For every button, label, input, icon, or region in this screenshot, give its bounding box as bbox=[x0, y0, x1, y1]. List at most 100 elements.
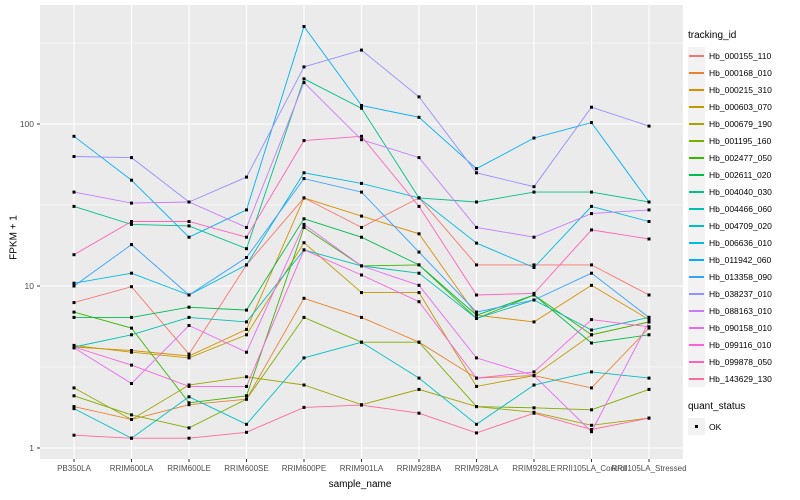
data-point bbox=[245, 350, 248, 354]
data-point bbox=[590, 190, 593, 194]
x-tick-label: RRIM600SE bbox=[224, 464, 268, 473]
data-point bbox=[302, 177, 306, 181]
data-point bbox=[302, 222, 306, 226]
y-tick-label: 100 bbox=[20, 119, 34, 129]
legend-key-line bbox=[689, 343, 704, 346]
x-tick-label: RRII105LA_Control bbox=[557, 464, 627, 473]
data-point bbox=[532, 235, 536, 239]
legend: tracking_id Hb_000155_110 Hb_000168_010 Hb… bbox=[688, 30, 800, 435]
data-point bbox=[72, 134, 76, 138]
data-point bbox=[302, 315, 306, 319]
data-point bbox=[130, 333, 133, 337]
data-point bbox=[590, 212, 593, 216]
data-point bbox=[187, 403, 191, 407]
data-point bbox=[187, 305, 191, 309]
legend-key-line bbox=[689, 275, 704, 278]
data-point bbox=[187, 324, 191, 327]
data-point bbox=[532, 383, 536, 387]
data-point bbox=[72, 284, 76, 288]
data-point bbox=[245, 430, 248, 434]
legend-key bbox=[688, 64, 705, 81]
data-point bbox=[72, 386, 76, 390]
data-point bbox=[475, 356, 478, 360]
data-point bbox=[475, 241, 478, 245]
data-point bbox=[72, 405, 76, 409]
legend-item-label: Hb_004466_060 bbox=[709, 203, 772, 214]
data-point bbox=[532, 136, 536, 140]
data-point bbox=[590, 228, 593, 232]
data-point bbox=[302, 171, 306, 175]
data-point bbox=[130, 271, 133, 275]
legend-key-line bbox=[689, 173, 704, 176]
legend-item-label: Hb_002477_050 bbox=[709, 152, 772, 163]
quant-status-items: OK bbox=[688, 418, 800, 435]
x-tick-label: RRIM928LA bbox=[455, 464, 499, 473]
legend-key bbox=[688, 319, 705, 336]
data-point bbox=[130, 350, 133, 354]
data-point bbox=[130, 285, 133, 289]
legend-key-line bbox=[689, 88, 704, 91]
data-point bbox=[532, 190, 536, 194]
data-point bbox=[72, 204, 76, 208]
x-tick-label: RRIM928BA bbox=[397, 464, 442, 473]
legend-key-line bbox=[689, 122, 704, 125]
data-point bbox=[187, 356, 191, 360]
data-point bbox=[532, 293, 536, 297]
data-point bbox=[417, 196, 421, 200]
data-point bbox=[417, 340, 421, 344]
data-point bbox=[245, 263, 248, 267]
data-point bbox=[475, 317, 478, 320]
legend-item: Hb_090158_010 bbox=[688, 319, 800, 336]
data-point bbox=[245, 208, 248, 212]
data-point bbox=[245, 327, 248, 331]
data-point bbox=[475, 171, 478, 175]
legend-item: Hb_011942_060 bbox=[688, 251, 800, 268]
legend-item-label: Hb_099116_010 bbox=[709, 339, 772, 350]
legend-item-label: Hb_000603_070 bbox=[709, 101, 772, 112]
data-point bbox=[532, 185, 536, 189]
x-tick-label: RRIM901LA bbox=[340, 464, 384, 473]
legend-item: Hb_013358_090 bbox=[688, 268, 800, 285]
data-point bbox=[360, 315, 363, 319]
data-point bbox=[647, 318, 651, 322]
data-point bbox=[475, 293, 478, 297]
data-point bbox=[245, 394, 248, 398]
quant-status-label: OK bbox=[709, 421, 722, 432]
data-point bbox=[590, 105, 593, 109]
y-tick-label: 10 bbox=[25, 281, 35, 291]
data-point bbox=[72, 345, 76, 349]
legend-key bbox=[688, 115, 705, 132]
data-point bbox=[130, 315, 133, 319]
legend-key-line bbox=[689, 258, 704, 261]
data-point bbox=[590, 333, 593, 337]
data-point bbox=[302, 383, 306, 387]
data-point bbox=[417, 300, 421, 304]
data-point bbox=[360, 225, 363, 229]
legend-item-label: Hb_001195_160 bbox=[709, 135, 772, 146]
data-point bbox=[302, 196, 306, 200]
legend-key bbox=[688, 302, 705, 319]
legend-title: tracking_id bbox=[688, 30, 737, 41]
data-point bbox=[417, 95, 421, 99]
legend-key bbox=[688, 217, 705, 234]
data-point bbox=[417, 376, 421, 380]
data-point bbox=[72, 394, 76, 398]
data-point bbox=[532, 320, 536, 324]
data-point bbox=[475, 263, 478, 267]
x-tick-label: RRIM600PE bbox=[282, 464, 326, 473]
quant-status-item: OK bbox=[688, 418, 800, 435]
legend-key-line bbox=[689, 105, 704, 108]
data-point bbox=[590, 204, 593, 208]
data-point bbox=[360, 134, 363, 138]
legend-item: Hb_002611_020 bbox=[688, 166, 800, 183]
data-point bbox=[187, 354, 191, 358]
data-point bbox=[130, 156, 133, 160]
legend-key bbox=[688, 234, 705, 251]
legend-item: Hb_002477_050 bbox=[688, 149, 800, 166]
data-point bbox=[590, 423, 593, 427]
legend-item-label: Hb_013358_090 bbox=[709, 271, 772, 282]
legend-key bbox=[688, 268, 705, 285]
data-point bbox=[360, 403, 363, 407]
legend-key-line bbox=[689, 224, 704, 227]
